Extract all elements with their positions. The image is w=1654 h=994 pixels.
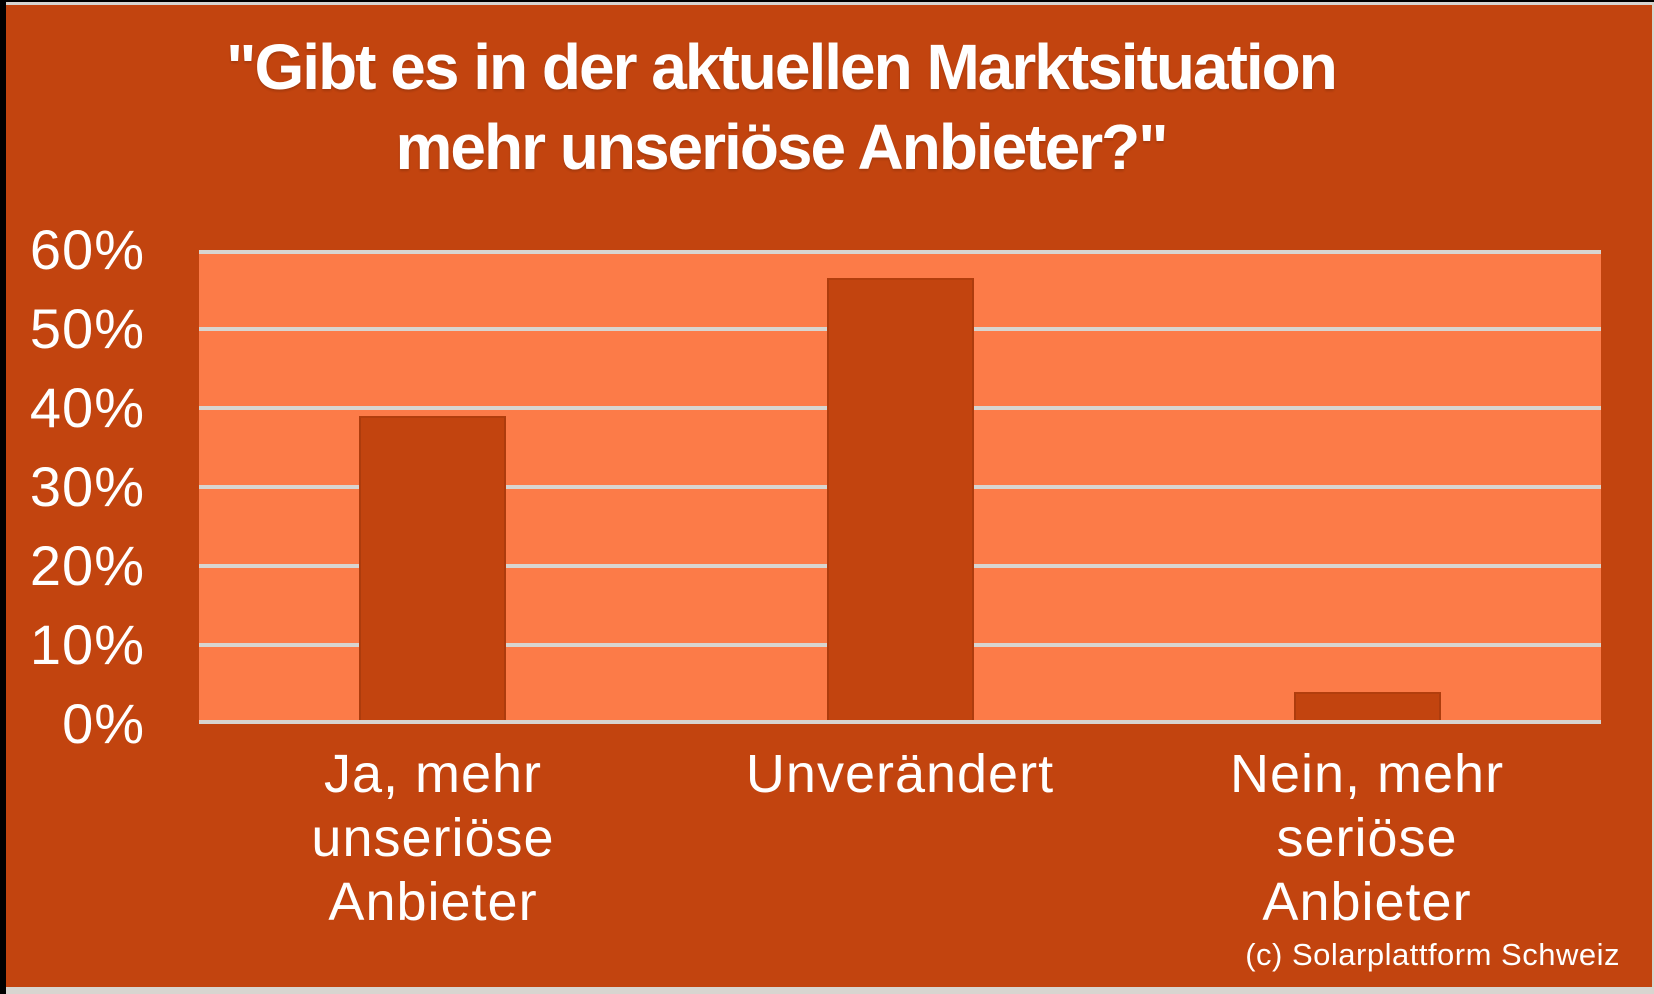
y-tick-label: 10% — [29, 613, 145, 676]
x-category-label: Nein, mehr seriöse Anbieter — [1229, 744, 1505, 932]
y-tick-label: 60% — [29, 218, 145, 281]
plot-area — [199, 250, 1601, 724]
x-axis-baseline — [199, 720, 1601, 724]
copyright-credit: (c) Solarplattform Schweiz — [1245, 937, 1620, 972]
gridline — [199, 250, 1601, 254]
y-tick-label: 30% — [29, 455, 145, 518]
y-tick-label: 50% — [29, 297, 145, 360]
bar — [827, 278, 974, 724]
chart-title: "Gibt es in der aktuellen Marktsituation… — [226, 31, 1338, 183]
x-category-label: Ja, mehr unseriöse Anbieter — [311, 744, 555, 932]
y-tick-label: 40% — [29, 376, 145, 439]
bar — [1294, 692, 1441, 724]
y-tick-label: 20% — [29, 534, 145, 597]
x-category-label: Unverändert — [745, 744, 1055, 804]
y-tick-label: 0% — [62, 692, 145, 755]
chart-card: "Gibt es in der aktuellen Marktsituation… — [6, 2, 1654, 994]
bar — [359, 416, 506, 724]
